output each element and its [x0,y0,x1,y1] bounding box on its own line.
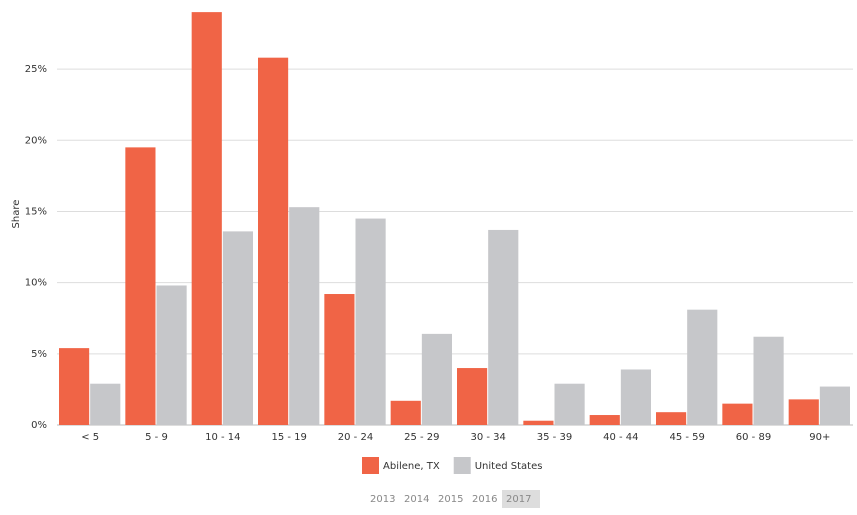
bar [59,348,90,425]
bar [753,336,784,425]
bar [289,207,320,425]
legend-label: United States [475,461,543,472]
bar [258,57,289,425]
bar [788,399,819,425]
x-tick-label: 45 - 59 [669,432,704,443]
year-button[interactable]: 2017 [506,494,531,505]
bar [421,333,452,425]
y-tick-label: 0% [31,420,47,431]
bar [191,12,222,425]
bar [523,420,554,425]
x-tick-label: 10 - 14 [205,432,240,443]
bar [156,285,187,425]
bar [656,412,687,425]
x-tick-label: 60 - 89 [736,432,771,443]
y-tick-label: 10% [25,278,47,289]
bar [355,218,386,425]
x-tick-label: < 5 [81,432,99,443]
year-button[interactable]: 2014 [404,494,429,505]
year-button[interactable]: 2016 [472,494,497,505]
x-tick-label: 25 - 29 [404,432,439,443]
year-button[interactable]: 2015 [438,494,463,505]
x-tick-label: 30 - 34 [470,432,505,443]
x-tick-label: 15 - 19 [271,432,306,443]
bar [390,400,421,425]
x-tick-label: 40 - 44 [603,432,638,443]
y-tick-label: 25% [25,64,47,75]
y-tick-label: 15% [25,206,47,217]
x-tick-label: 5 - 9 [145,432,168,443]
bar [819,386,850,425]
y-axis-label: Share [11,200,22,229]
year-button-bg[interactable] [502,490,540,508]
bar [324,294,355,425]
year-button[interactable]: 2013 [370,494,395,505]
legend-swatch [453,457,471,474]
x-tick-label: 20 - 24 [338,432,373,443]
y-tick-label: 20% [25,135,47,146]
bar [554,383,585,425]
bar [722,403,753,425]
bar [90,383,121,425]
bar [457,368,488,425]
bar [620,369,651,425]
y-tick-label: 5% [31,349,47,360]
bar [488,229,519,425]
bar [222,231,253,425]
x-tick-label: 90+ [809,432,830,443]
bar [589,415,620,425]
x-tick-label: 35 - 39 [537,432,572,443]
bar [125,147,156,426]
legend-swatch [362,457,379,474]
legend-label: Abilene, TX [383,461,440,472]
bar [687,309,718,425]
